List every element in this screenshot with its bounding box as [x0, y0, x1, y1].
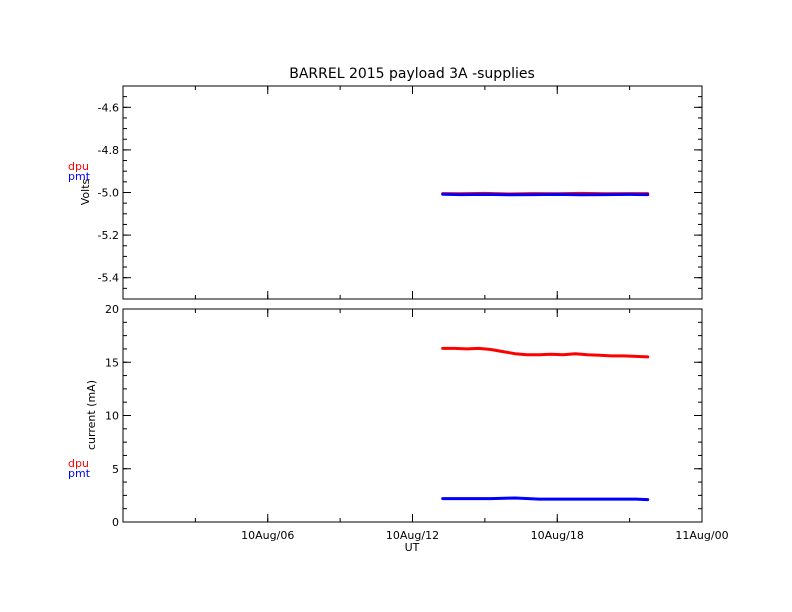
bottom-ytick-label: 10 [105, 410, 119, 423]
top-legend-dpu: dpu [68, 160, 89, 173]
top-panel-series [441, 191, 650, 197]
xtick-label: 10Aug/06 [241, 529, 294, 542]
xtick-label: 10Aug/12 [386, 529, 439, 542]
bottom-ytick-label: 0 [112, 516, 119, 529]
x-axis-label: UT [405, 541, 420, 554]
xtick-label: 10Aug/18 [531, 529, 584, 542]
bottom-panel-ticks: 0 5 10 15 20 10Aug/06 10Aug/12 10Aug/18 11Aug/00 [105, 303, 729, 542]
top-ytick-label: -5.2 [98, 229, 119, 242]
chart-title: BARREL 2015 payload 3A -supplies [289, 66, 535, 82]
bottom-legend-pmt: pmt [68, 467, 91, 480]
bottom-series-pmt [441, 496, 650, 502]
bottom-ytick-label: 20 [105, 303, 119, 316]
top-series-pmt [441, 192, 650, 197]
top-ytick-label: -4.6 [98, 101, 119, 114]
bottom-ytick-label: 15 [105, 356, 119, 369]
top-ytick-label: -5.0 [98, 187, 119, 200]
top-legend-pmt: pmt [68, 170, 91, 183]
bottom-panel-frame [122, 308, 703, 523]
top-panel-ticks: -4.6 -4.8 -5.0 -5.2 -5.4 [98, 85, 703, 300]
bottom-panel-series [441, 346, 650, 502]
bottom-series-dpu [441, 346, 650, 359]
top-ytick-label: -4.8 [98, 144, 119, 157]
top-ytick-label: -5.4 [98, 272, 119, 285]
top-y-axis-label: Volts [79, 178, 92, 205]
bottom-legend-dpu: dpu [68, 457, 89, 470]
bottom-y-axis-label: current (mA) [85, 380, 98, 450]
bottom-ytick-label: 5 [112, 463, 119, 476]
xtick-label: 11Aug/00 [675, 529, 728, 542]
